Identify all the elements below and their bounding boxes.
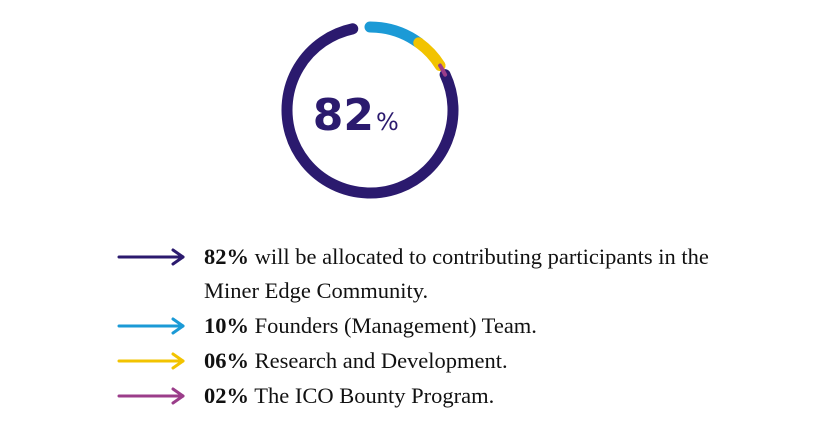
legend-percent: 10% <box>204 313 249 338</box>
legend-text: Founders (Management) Team. <box>254 313 537 338</box>
arrow-icon <box>117 248 185 266</box>
legend-text: The ICO Bounty Program. <box>254 383 495 408</box>
legend-percent: 06% <box>204 348 249 373</box>
legend-item-research: 06% Research and Development. <box>117 344 757 378</box>
donut-slice-10 <box>364 21 425 49</box>
legend-item-bounty: 02% The ICO Bounty Program. <box>117 379 757 413</box>
donut-chart: 82 % <box>281 21 459 199</box>
donut-arcs <box>281 21 459 199</box>
donut-slice-6 <box>413 37 446 72</box>
legend: 82% will be allocated to contributing pa… <box>117 240 757 414</box>
arrow-icon <box>117 317 185 335</box>
donut-slice-82 <box>281 23 459 199</box>
donut-slice-2 <box>438 63 448 77</box>
legend-text: will be allocated to contributing partic… <box>204 244 709 303</box>
center-value: 82 <box>313 90 374 141</box>
arrow-icon <box>117 387 185 405</box>
legend-percent: 02% <box>204 383 249 408</box>
legend-text: Research and Development. <box>254 348 508 373</box>
legend-percent: 82% <box>204 244 249 269</box>
arrow-icon <box>117 352 185 370</box>
legend-item-founders: 10% Founders (Management) Team. <box>117 309 757 343</box>
center-unit: % <box>376 108 399 136</box>
legend-item-community: 82% will be allocated to contributing pa… <box>117 240 757 308</box>
